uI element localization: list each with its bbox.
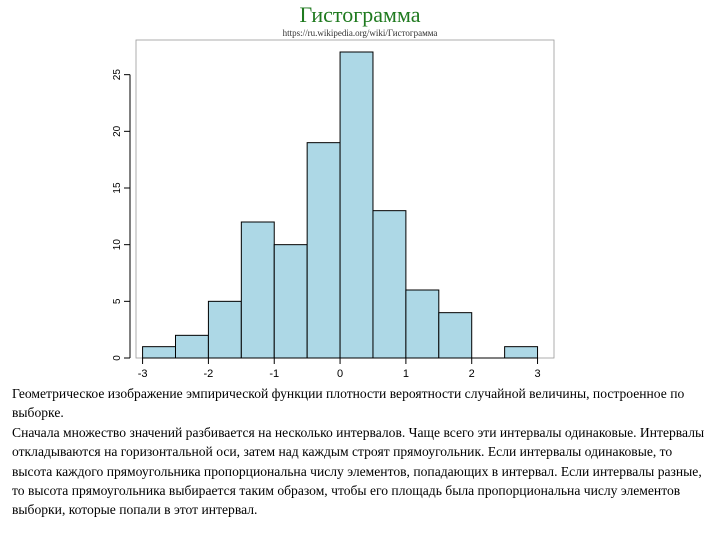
x-tick-label: -3 [138, 368, 148, 380]
histogram-bar [372, 210, 407, 359]
x-tick-label: 2 [469, 368, 475, 380]
y-tick-label: 15 [112, 182, 123, 194]
x-tick-label: 1 [403, 368, 409, 380]
source-url: https://ru.wikipedia.org/wiki/Гистограмм… [282, 28, 438, 38]
histogram-bar [306, 142, 341, 359]
x-tick-label: 0 [337, 368, 343, 380]
histogram-bar [438, 312, 473, 359]
description: Геометрическое изображение эмпирической … [12, 384, 712, 520]
page-title: Гистограмма [299, 2, 421, 27]
histogram-bar [174, 334, 209, 359]
y-tick-label: 10 [112, 239, 123, 251]
y-tick-label: 25 [112, 69, 123, 81]
y-tick-label: 20 [112, 125, 123, 137]
histogram-bar [504, 346, 539, 359]
description-paragraph-2: Сначала множество значений разбивается н… [12, 424, 705, 518]
description-paragraph-1: Геометрическое изображение эмпирической … [12, 386, 685, 421]
histogram-bar [339, 51, 374, 359]
x-tick-label: -2 [204, 368, 214, 380]
histogram-bar [405, 289, 440, 359]
histogram-chart: -3 -2 -1 0 1 2 3 0 5 10 15 20 25 [112, 39, 555, 380]
y-tick-label: 0 [112, 355, 123, 361]
histogram-bar [142, 346, 176, 359]
histogram-bar [240, 221, 275, 359]
histogram-bar [207, 300, 242, 359]
x-tick-label: -1 [269, 368, 279, 380]
x-tick-label: 3 [534, 368, 540, 380]
y-tick-label: 5 [112, 298, 123, 304]
histogram-bar [273, 244, 308, 359]
